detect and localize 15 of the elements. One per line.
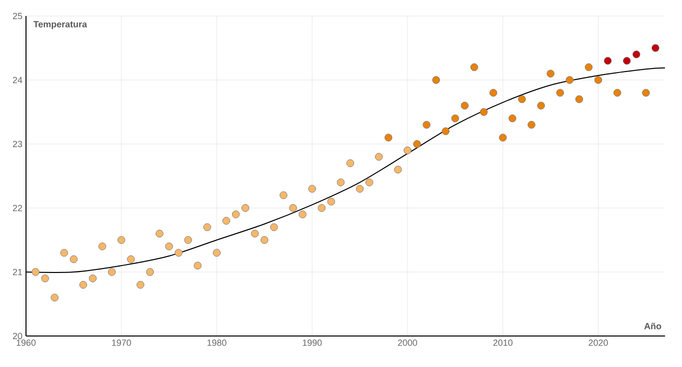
x-tick-label: 1980 bbox=[207, 340, 226, 346]
y-tick-label: 22 bbox=[12, 204, 22, 212]
x-tick-label: 2010 bbox=[493, 340, 512, 346]
y-tick-label: 21 bbox=[12, 268, 22, 276]
y-tick-label: 25 bbox=[12, 12, 22, 20]
x-tick-label: 1960 bbox=[16, 340, 36, 346]
y-tick-label: 23 bbox=[12, 140, 22, 148]
x-tick-label: 2020 bbox=[588, 340, 608, 346]
y-axis-title: Temperatura bbox=[33, 21, 88, 30]
x-axis-title: Año bbox=[644, 322, 662, 330]
x-tick-label: 1970 bbox=[112, 340, 131, 346]
x-tick-label: 1990 bbox=[302, 340, 322, 346]
y-tick-label: 24 bbox=[12, 76, 22, 84]
y-tick-label: 20 bbox=[12, 332, 22, 340]
x-tick-label: 2000 bbox=[398, 340, 418, 346]
